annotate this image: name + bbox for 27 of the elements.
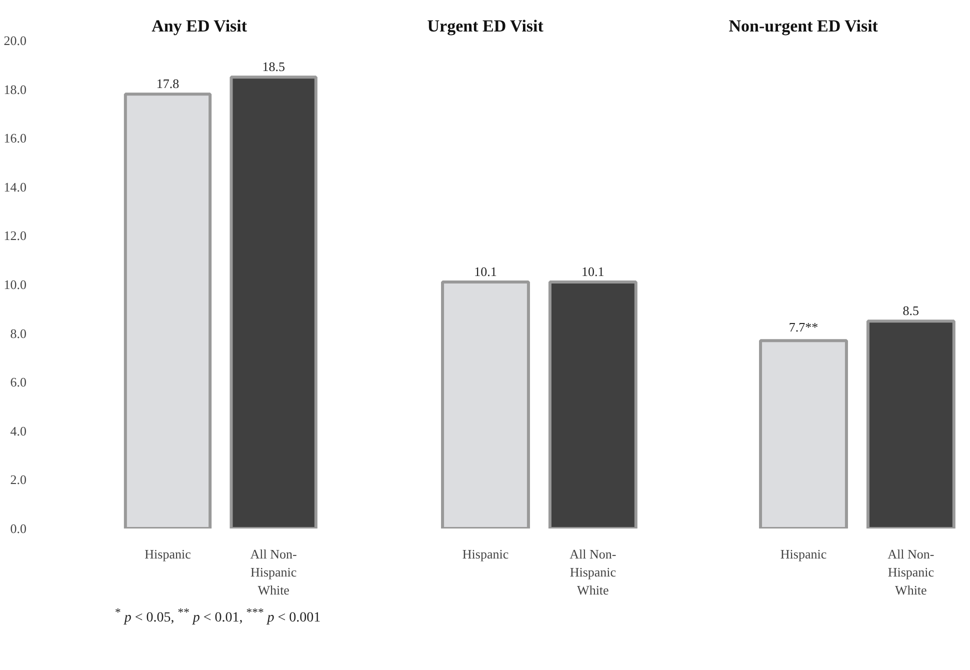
y-tick-label: 14.0 (4, 179, 26, 194)
x-tick-label: Hispanic (144, 546, 192, 562)
y-tick-label: 2.0 (10, 472, 26, 488)
y-tick-label: 8.0 (10, 326, 26, 341)
y-tick-label: 18.0 (4, 82, 26, 97)
chart-title: Urgent ED Visit (427, 16, 544, 36)
data-label: 10.1 (474, 264, 497, 280)
x-tick-label: All Non- Hispanic White (250, 546, 297, 598)
x-tick-label: Hispanic (462, 546, 509, 562)
y-tick-label: 10.0 (4, 277, 26, 292)
data-label: 17.8 (156, 76, 180, 92)
chart-title: Non-urgent ED Visit (728, 16, 878, 36)
x-tick-label: Hispanic (780, 546, 827, 562)
data-label: 7.7** (788, 320, 818, 335)
text: $^{*}$ p < 0.05, $^{**}$ p < 0.01, $^{***}$ p < 0.001 (115, 606, 321, 626)
y-tick-label: 16.0 (4, 130, 26, 146)
data-label: 8.5 (902, 303, 920, 318)
y-tick-label: 0.0 (10, 521, 26, 536)
x-tick-label: All Non- Hispanic White (570, 546, 616, 598)
y-tick-label: 12.0 (4, 228, 26, 244)
data-label: 10.1 (582, 264, 604, 280)
chart-title: Any ED Visit (152, 16, 248, 36)
x-tick-label: All Non- Hispanic White (888, 546, 934, 598)
y-tick-label: 4.0 (10, 423, 26, 438)
y-tick-label: 20.0 (4, 33, 26, 48)
y-tick-label: 6.0 (10, 374, 26, 390)
data-label: 18.5 (262, 59, 285, 74)
